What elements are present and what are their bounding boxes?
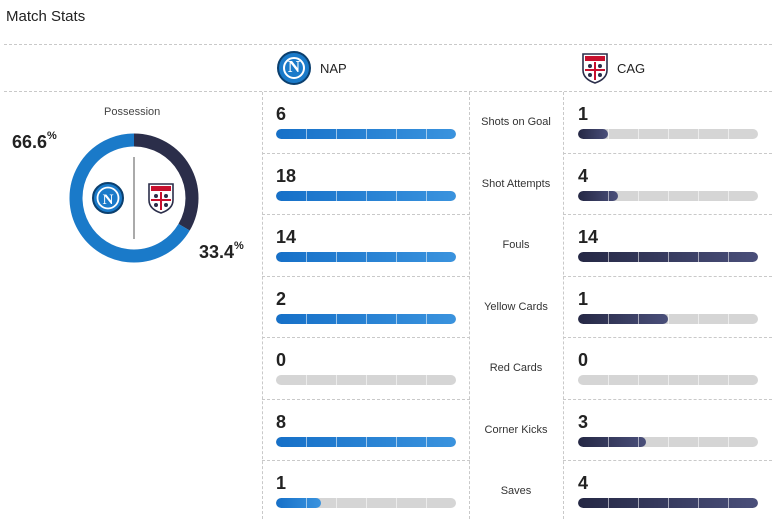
stat-row: 14 Fouls 14 (262, 215, 772, 276)
home-stat-value: 18 (276, 165, 297, 186)
home-stat-value: 14 (276, 227, 297, 247)
page-title: Match Stats (6, 8, 86, 25)
away-team-header: CAG (582, 51, 645, 85)
cagliari-crest-icon (582, 53, 608, 84)
home-stat-bar (276, 313, 456, 324)
stat-row: 1 Saves 4 (262, 461, 772, 519)
divider (4, 91, 772, 92)
away-possession-value: 33.4% (199, 240, 244, 262)
stat-row: 2 Yellow Cards 1 (262, 277, 772, 338)
away-stat-value: 1 (578, 288, 589, 309)
away-team-abbr: CAG (617, 60, 646, 76)
stat-label: Saves (500, 485, 532, 497)
home-stat-bar (276, 498, 456, 508)
away-stat-bar (578, 436, 758, 447)
row-divider (563, 460, 772, 461)
row-divider (262, 214, 470, 215)
stat-label: Red Cards (489, 362, 543, 374)
stat-row: 8 Corner Kicks 3 (262, 400, 772, 461)
away-stat-bar (578, 313, 758, 324)
divider (4, 44, 772, 45)
stat-row: 18 Shot Attempts 4 (262, 154, 772, 215)
stat-label: Shot Attempts (481, 177, 551, 190)
row-divider (563, 214, 772, 215)
home-stat-value: 1 (276, 473, 287, 493)
home-stat-value: 0 (276, 350, 287, 370)
row-divider (563, 398, 772, 400)
stat-row: 0 Red Cards 0 (262, 338, 772, 399)
away-stat-value: 0 (578, 350, 589, 370)
row-divider (262, 275, 470, 277)
home-possession-value: 66.6% (12, 130, 57, 152)
stat-label: Fouls (502, 239, 530, 251)
column-divider (262, 92, 263, 519)
away-stat-value: 4 (578, 473, 589, 493)
away-stat-bar (578, 375, 758, 385)
away-stat-value: 14 (578, 227, 599, 247)
napoli-crest-icon: N (92, 182, 124, 214)
stat-row: 6 Shots on Goal 1 (262, 92, 772, 153)
cagliari-crest-icon (148, 183, 174, 214)
home-stat-value: 2 (276, 288, 287, 309)
napoli-crest-icon: N (277, 51, 311, 85)
row-divider (262, 460, 470, 461)
away-stat-value: 3 (578, 411, 589, 432)
home-team-abbr: NAP (320, 60, 347, 76)
home-stat-bar (276, 129, 456, 139)
possession-donut: N (69, 133, 199, 263)
home-stat-bar (276, 375, 456, 385)
home-stat-bar (276, 190, 456, 201)
home-stat-bar (276, 436, 456, 447)
home-stat-value: 8 (276, 411, 287, 432)
away-stat-value: 4 (578, 165, 589, 186)
row-divider (262, 337, 470, 338)
row-divider (262, 398, 470, 400)
possession-label: Possession (104, 106, 161, 118)
column-divider (469, 92, 470, 519)
row-divider (563, 275, 772, 277)
away-stat-bar (578, 498, 758, 508)
row-divider (563, 337, 772, 338)
row-divider (563, 152, 772, 154)
svg-text:N: N (103, 192, 114, 208)
column-divider (563, 92, 564, 519)
away-stat-bar (578, 190, 758, 201)
stat-label: Yellow Cards (484, 300, 548, 313)
napoli-crest-letter: N (287, 57, 301, 76)
stat-label: Corner Kicks (484, 423, 548, 436)
home-team-header: N NAP (277, 51, 347, 85)
home-stat-value: 6 (276, 104, 287, 124)
away-stat-bar (578, 252, 758, 262)
row-divider (262, 152, 470, 154)
stat-label: Shots on Goal (481, 116, 551, 128)
home-possession-arc (69, 133, 190, 263)
away-stat-bar (578, 129, 758, 139)
away-possession-arc (133, 133, 199, 231)
home-stat-bar (276, 252, 456, 262)
away-stat-value: 1 (578, 104, 589, 124)
